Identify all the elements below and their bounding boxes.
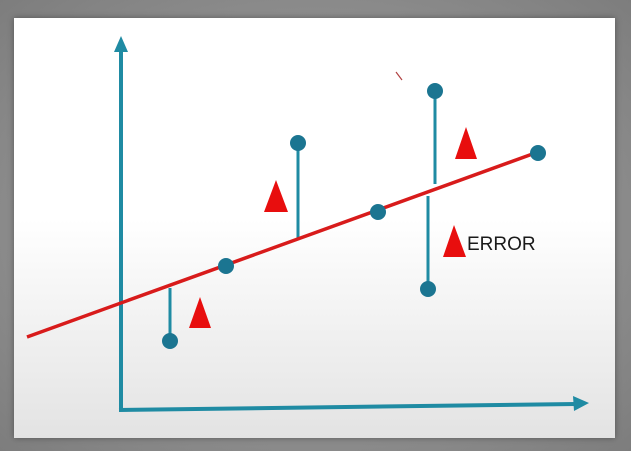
delta-marker-icon — [455, 127, 477, 159]
residuals — [168, 91, 437, 341]
delta-marker-icon — [189, 297, 211, 328]
y-axis-arrowhead — [114, 36, 128, 52]
data-point — [162, 333, 178, 349]
slide — [14, 18, 615, 438]
data-point — [427, 83, 443, 99]
data-point — [218, 258, 234, 274]
stray-mark — [395, 71, 403, 81]
data-point — [530, 145, 546, 161]
error-label: ERROR — [467, 234, 536, 255]
axes — [114, 36, 589, 412]
delta-marker-icon — [264, 180, 288, 212]
x-axis — [118, 402, 577, 412]
data-point — [420, 281, 436, 297]
delta-markers — [189, 127, 477, 328]
x-axis-arrowhead — [573, 396, 589, 411]
data-point — [290, 135, 306, 151]
regression-line — [26, 150, 539, 339]
data-point — [370, 204, 386, 220]
delta-marker-icon — [443, 225, 466, 257]
data-points — [162, 83, 546, 349]
